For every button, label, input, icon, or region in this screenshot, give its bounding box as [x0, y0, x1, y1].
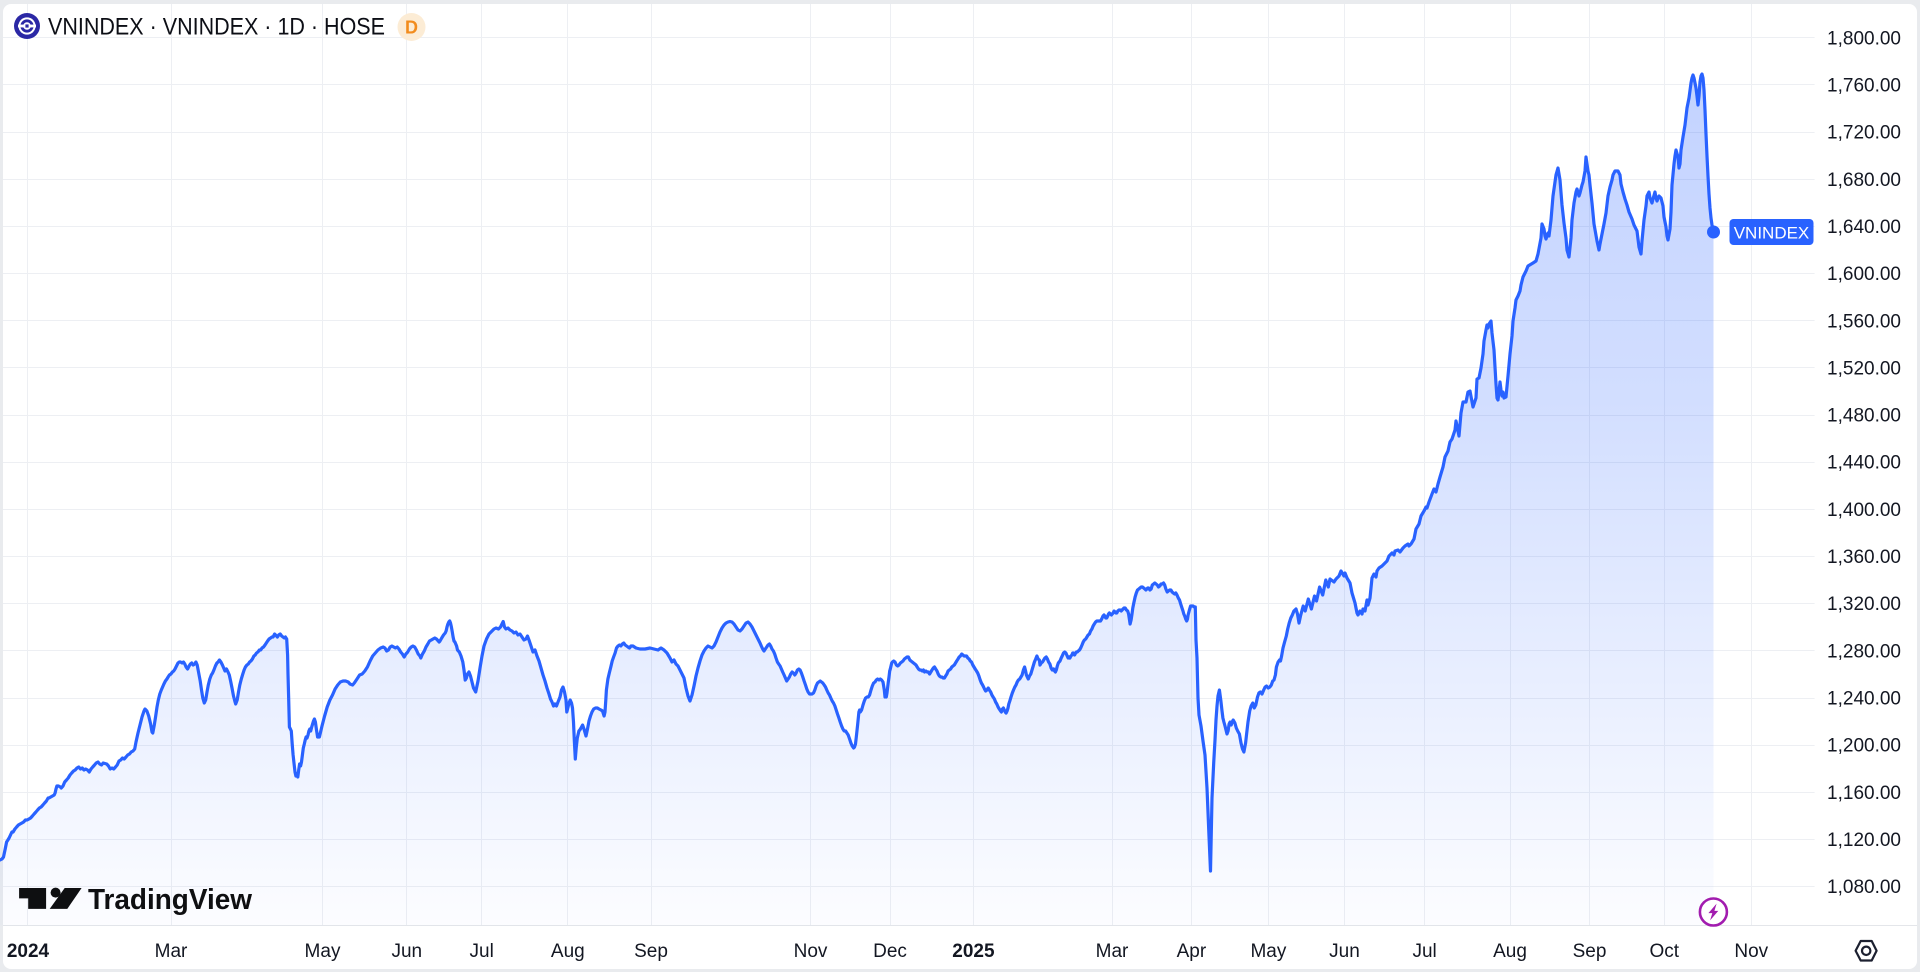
svg-text:Apr: Apr: [1177, 941, 1207, 962]
svg-text:2025: 2025: [952, 941, 995, 962]
svg-text:1,200.00: 1,200.00: [1827, 736, 1901, 757]
svg-text:D: D: [405, 18, 418, 38]
svg-text:Nov: Nov: [794, 941, 828, 962]
svg-text:Jun: Jun: [391, 941, 422, 962]
svg-text:May: May: [305, 941, 341, 962]
svg-text:1,160.00: 1,160.00: [1827, 783, 1901, 804]
svg-text:Nov: Nov: [1734, 941, 1768, 962]
svg-text:1,360.00: 1,360.00: [1827, 547, 1901, 568]
svg-text:1,440.00: 1,440.00: [1827, 453, 1901, 474]
svg-text:Sep: Sep: [1573, 941, 1607, 962]
svg-text:1,800.00: 1,800.00: [1827, 28, 1901, 49]
svg-text:1,720.00: 1,720.00: [1827, 123, 1901, 144]
svg-text:May: May: [1250, 941, 1286, 962]
svg-text:TradingView: TradingView: [88, 884, 252, 916]
svg-text:1,520.00: 1,520.00: [1827, 358, 1901, 379]
svg-text:1,760.00: 1,760.00: [1827, 76, 1901, 97]
svg-text:1,640.00: 1,640.00: [1827, 217, 1901, 238]
svg-text:Jun: Jun: [1329, 941, 1360, 962]
svg-text:1,240.00: 1,240.00: [1827, 689, 1901, 710]
svg-text:VNINDEX: VNINDEX: [1734, 224, 1810, 243]
svg-text:Jul: Jul: [470, 941, 494, 962]
svg-text:1,560.00: 1,560.00: [1827, 311, 1901, 332]
svg-text:Jul: Jul: [1412, 941, 1436, 962]
svg-text:1,120.00: 1,120.00: [1827, 830, 1901, 851]
svg-text:Mar: Mar: [155, 941, 188, 962]
svg-text:1,080.00: 1,080.00: [1827, 877, 1901, 898]
svg-text:Oct: Oct: [1650, 941, 1680, 962]
svg-text:1,280.00: 1,280.00: [1827, 641, 1901, 662]
svg-text:1,680.00: 1,680.00: [1827, 170, 1901, 191]
svg-text:1,400.00: 1,400.00: [1827, 500, 1901, 521]
svg-text:Aug: Aug: [551, 941, 585, 962]
svg-text:2024: 2024: [7, 941, 50, 962]
svg-text:Aug: Aug: [1493, 941, 1527, 962]
svg-text:Dec: Dec: [873, 941, 907, 962]
svg-text:1,480.00: 1,480.00: [1827, 406, 1901, 427]
svg-text:1,320.00: 1,320.00: [1827, 594, 1901, 615]
svg-text:VNINDEX · VNINDEX · 1D · HOSE: VNINDEX · VNINDEX · 1D · HOSE: [48, 14, 385, 41]
svg-text:Sep: Sep: [634, 941, 668, 962]
svg-text:1,600.00: 1,600.00: [1827, 264, 1901, 285]
svg-text:Mar: Mar: [1096, 941, 1129, 962]
